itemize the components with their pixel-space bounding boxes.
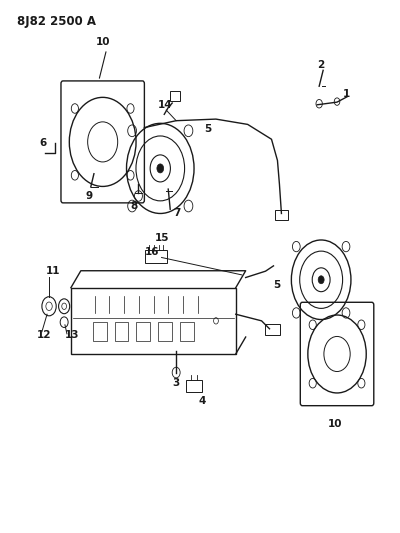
Bar [180, 322, 194, 341]
Bar [145, 250, 167, 263]
Text: 14: 14 [158, 101, 173, 110]
Text: 10: 10 [96, 37, 110, 47]
Circle shape [157, 164, 164, 173]
Bar [186, 381, 202, 392]
Text: 6: 6 [39, 138, 46, 148]
Bar [114, 322, 128, 341]
Text: 13: 13 [65, 330, 80, 340]
Bar [158, 322, 172, 341]
Text: 8J82 2500 A: 8J82 2500 A [17, 14, 96, 28]
Text: 9: 9 [86, 191, 93, 200]
Text: 16: 16 [145, 247, 160, 257]
Text: 4: 4 [198, 396, 206, 406]
Text: 12: 12 [37, 330, 52, 340]
Bar [93, 322, 107, 341]
Text: 8: 8 [130, 201, 138, 211]
Bar [265, 324, 280, 335]
Text: 2: 2 [317, 60, 324, 70]
Text: 3: 3 [172, 378, 180, 388]
Bar [71, 288, 236, 354]
Text: 5: 5 [204, 124, 212, 134]
Bar [170, 91, 180, 101]
Text: 5: 5 [274, 280, 281, 290]
Text: 10: 10 [328, 419, 342, 429]
Text: 15: 15 [154, 233, 169, 243]
Text: 11: 11 [46, 266, 60, 277]
Bar [276, 210, 288, 220]
Circle shape [318, 276, 324, 284]
Text: 7: 7 [173, 207, 181, 217]
Text: 1: 1 [343, 89, 350, 99]
Bar [136, 322, 150, 341]
